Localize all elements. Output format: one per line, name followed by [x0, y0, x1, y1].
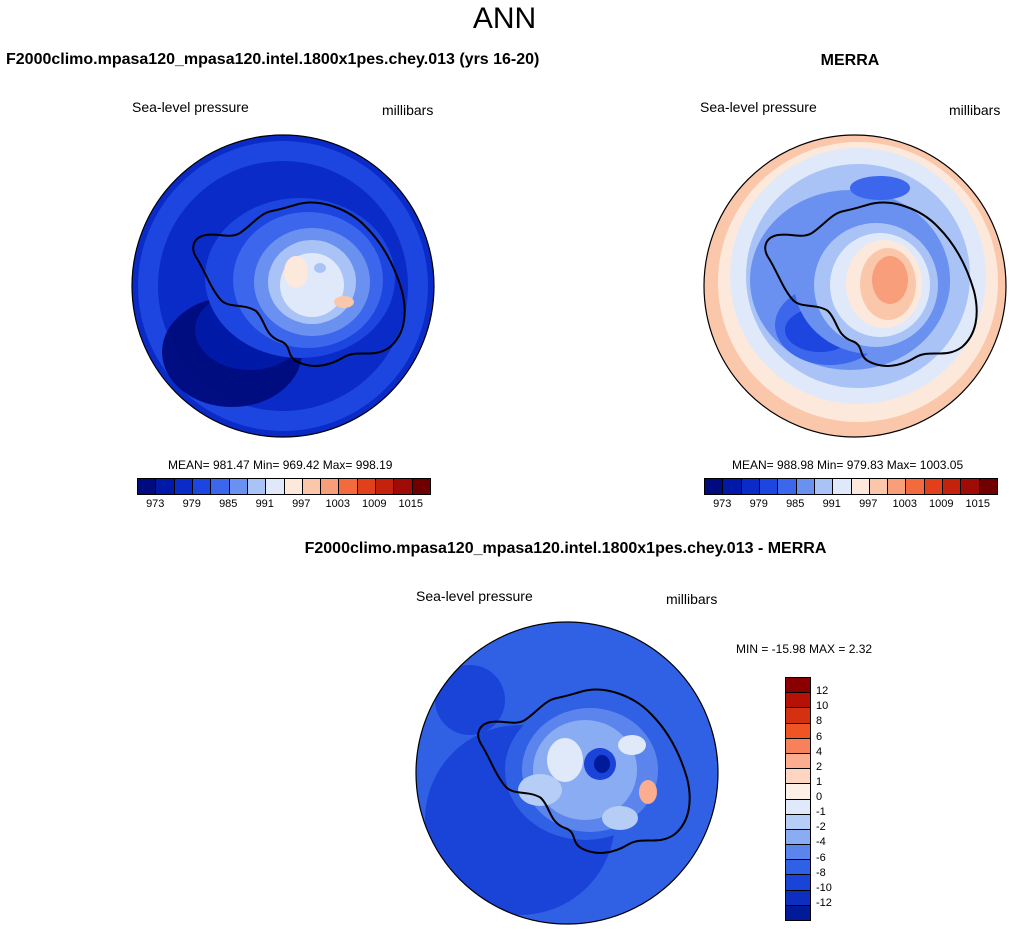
model-colorbar-tick-label: 1003: [325, 498, 350, 510]
obs-colorbar-tick-label: 979: [749, 498, 768, 510]
model-colorbar-tick-label: 979: [182, 498, 201, 510]
obs-units-label: millibars: [949, 102, 1001, 118]
diff-colorbar-tick-label: 0: [816, 791, 823, 803]
model-colorbar-swatch: [174, 479, 193, 494]
diff-variable-label: Sea-level pressure: [416, 588, 533, 604]
diff-units-label: millibars: [666, 591, 718, 607]
model-colorbar-swatch: [266, 479, 285, 494]
obs-colorbar-tick-label: 991: [822, 498, 841, 510]
figure-title: ANN: [472, 2, 537, 35]
obs-colorbar-swatch: [888, 479, 907, 494]
diff-colorbar-tick-label: 12: [816, 685, 829, 698]
diff-colorbar-swatch: [786, 678, 810, 694]
diff-colorbar-swatch: [786, 738, 810, 754]
diff-colorbar-tick-label: 10: [816, 700, 829, 713]
obs-colorbar-swatch: [943, 479, 962, 494]
model-colorbar-tick-label: 973: [146, 498, 165, 510]
model-colorbar-swatch: [138, 479, 157, 494]
model-colorbar-swatch: [247, 479, 267, 494]
diff-colorbar-swatch: [786, 829, 810, 846]
model-colorbar-swatch: [211, 479, 230, 494]
model-variable-label: Sea-level pressure: [132, 99, 249, 115]
diff-colorbar-swatch: [786, 845, 810, 861]
obs-colorbar-tick-label: 1015: [965, 498, 990, 510]
model-colorbar-swatch: [302, 479, 322, 494]
diff-colorbar-tick-label: 4: [816, 745, 823, 758]
diff-colorbar: [785, 677, 811, 921]
obs-colorbar-swatch: [979, 479, 997, 494]
model-colorbar-swatch: [156, 479, 175, 494]
diff-colorbar-tick-label: -6: [816, 851, 826, 864]
model-colorbar-tick-label: 1015: [398, 498, 423, 510]
obs-colorbar-swatch: [906, 479, 925, 494]
diff-colorbar-swatch: [786, 693, 810, 709]
diff-colorbar-swatch: [786, 890, 810, 906]
model-colorbar-tick-label: 991: [255, 498, 274, 510]
obs-colorbar: [704, 478, 998, 495]
model-colorbar-swatch: [357, 479, 377, 494]
obs-colorbar-swatch: [851, 479, 870, 494]
model-colorbar-swatch: [321, 479, 340, 494]
diff-colorbar-tick-label: 6: [816, 730, 823, 743]
model-colorbar-swatch: [284, 479, 303, 494]
diff-colorbar-tick-label: 1: [816, 775, 823, 788]
model-colorbar-swatch: [394, 479, 413, 494]
diff-colorbar-swatch: [786, 799, 810, 815]
model-colorbar-swatch: [192, 479, 212, 494]
diff-colorbar-swatch: [786, 814, 810, 830]
obs-colorbar-swatch: [759, 479, 779, 494]
diff-colorbar-swatch: [786, 784, 810, 800]
obs-colorbar-tick-label: 997: [859, 498, 878, 510]
diff-colorbar-tick-label: 8: [816, 715, 823, 728]
model-colorbar-swatch: [376, 479, 395, 494]
diff-colorbar-tick-label: -1: [816, 806, 826, 819]
obs-colorbar-swatch: [924, 479, 944, 494]
model-colorbar-swatch: [229, 479, 248, 494]
diff-colorbar-tick-label: -4: [816, 836, 826, 849]
obs-colorbar-tick-label: 1009: [929, 498, 954, 510]
diff-colorbar-swatch: [786, 769, 810, 785]
obs-colorbar-swatch: [741, 479, 760, 494]
obs-colorbar-tick-label: 973: [713, 498, 732, 510]
obs-colorbar-tick-label: 1003: [892, 498, 917, 510]
obs-colorbar-swatch: [814, 479, 834, 494]
obs-colorbar-swatch: [723, 479, 742, 494]
obs-colorbar-swatch: [796, 479, 815, 494]
obs-colorbar-swatch: [869, 479, 889, 494]
obs-colorbar-swatch: [961, 479, 980, 494]
model-units-label: millibars: [382, 102, 434, 118]
diff-stats: MIN = -15.98 MAX = 2.32: [736, 642, 873, 656]
obs-panel-title: MERRA: [820, 52, 880, 69]
model-colorbar-ticks: 973 979 985 991 997 1003 1009 1015: [137, 498, 431, 512]
obs-colorbar-swatch: [705, 479, 724, 494]
model-colorbar-tick-label: 1009: [362, 498, 387, 510]
diff-colorbar-tick-label: -10: [816, 881, 832, 894]
diff-colorbar-swatch: [786, 753, 810, 770]
diff-colorbar-swatch: [786, 905, 810, 920]
model-colorbar-swatch: [339, 479, 358, 494]
diff-colorbar-tick-label: -8: [816, 866, 826, 879]
obs-colorbar-swatch: [833, 479, 852, 494]
model-stats: MEAN= 981.47 Min= 969.42 Max= 998.19: [168, 458, 393, 472]
model-colorbar-swatch: [412, 479, 430, 494]
diff-colorbar-swatch: [786, 723, 810, 739]
obs-stats: MEAN= 988.98 Min= 979.83 Max= 1003.05: [732, 458, 964, 472]
diff-colorbar-tick-label: -12: [816, 896, 832, 909]
obs-colorbar-ticks: 973 979 985 991 997 1003 1009 1015: [704, 498, 998, 512]
obs-colorbar-tick-label: 985: [786, 498, 805, 510]
model-colorbar: [137, 478, 431, 495]
diff-colorbar-tick-label: -2: [816, 821, 826, 834]
diff-colorbar-swatch: [786, 860, 810, 876]
model-colorbar-tick-label: 997: [292, 498, 311, 510]
diff-colorbar-swatch: [786, 708, 810, 724]
diff-colorbar-swatch: [786, 875, 810, 891]
diff-colorbar-ticks: 12 10 8 6 4 2 1 0 -1 -2 -4 -6 -8 -10 -12: [816, 677, 856, 919]
diff-panel-title: F2000climo.mpasa120_mpasa120.intel.1800x…: [304, 540, 827, 557]
obs-variable-label: Sea-level pressure: [700, 99, 817, 115]
diff-colorbar-tick-label: 2: [816, 760, 823, 773]
model-panel-title: F2000climo.mpasa120_mpasa120.intel.1800x…: [6, 51, 540, 68]
obs-colorbar-swatch: [778, 479, 797, 494]
model-colorbar-tick-label: 985: [219, 498, 238, 510]
